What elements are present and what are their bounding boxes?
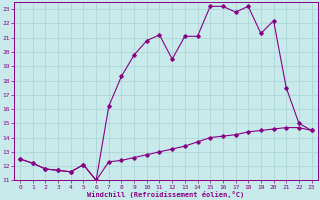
X-axis label: Windchill (Refroidissement éolien,°C): Windchill (Refroidissement éolien,°C) (87, 191, 244, 198)
